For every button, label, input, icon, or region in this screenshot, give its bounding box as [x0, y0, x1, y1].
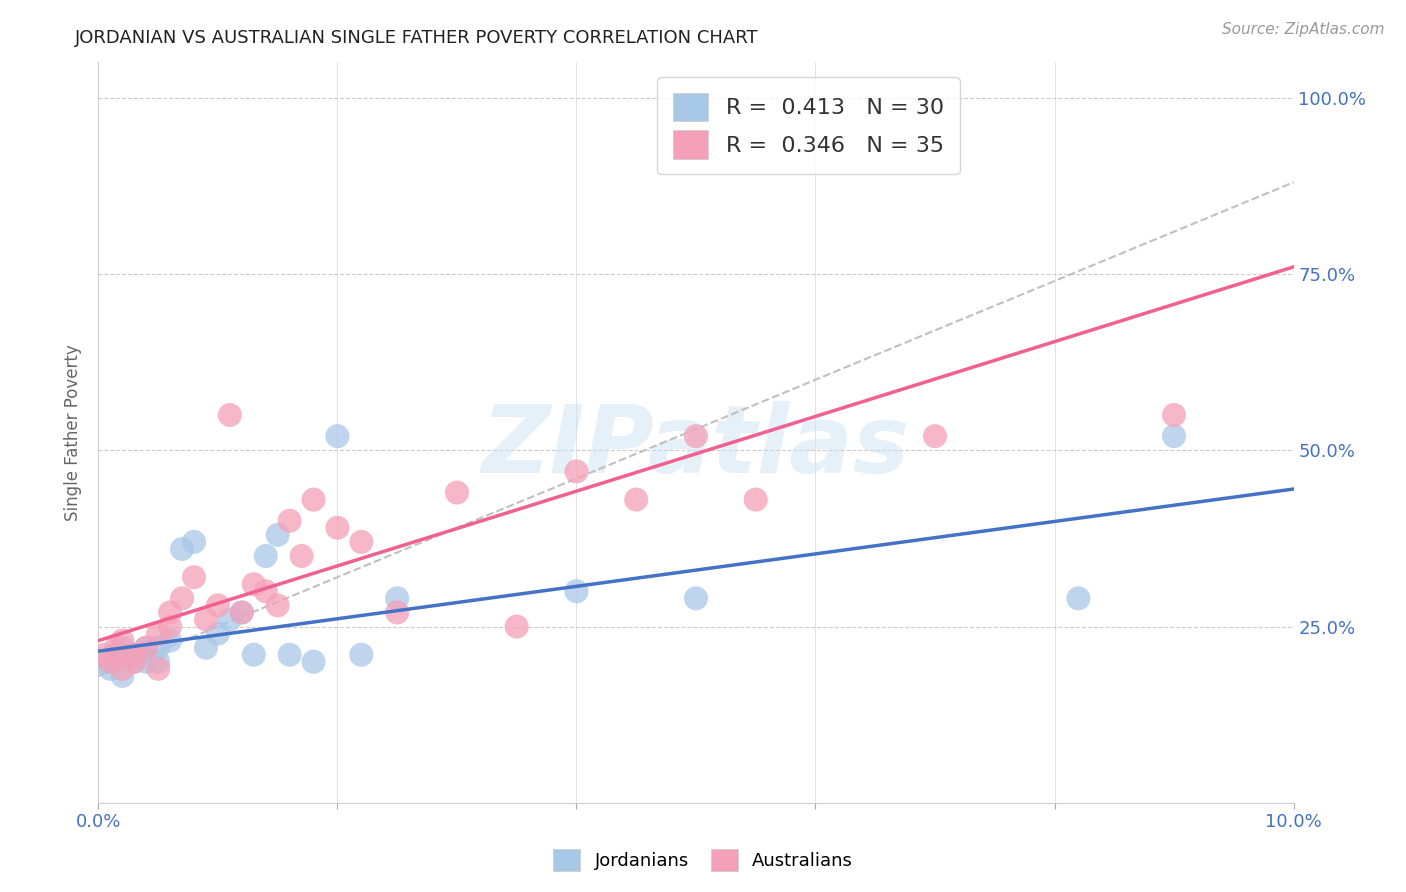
Point	[105, 648, 128, 662]
Point	[278, 648, 301, 662]
Point	[183, 535, 205, 549]
Point	[135, 640, 157, 655]
Point	[148, 662, 170, 676]
Point	[98, 662, 122, 676]
Point	[219, 612, 242, 626]
Point	[243, 577, 266, 591]
Point	[685, 591, 707, 606]
Point	[385, 606, 409, 620]
Point	[172, 591, 194, 606]
Point	[148, 640, 170, 655]
Point	[350, 648, 373, 662]
Point	[172, 541, 194, 556]
Point	[1067, 591, 1090, 606]
Point	[1163, 429, 1185, 443]
Text: Source: ZipAtlas.com: Source: ZipAtlas.com	[1222, 22, 1385, 37]
Point	[254, 549, 277, 563]
Point	[159, 633, 181, 648]
Point	[278, 514, 301, 528]
Point	[98, 655, 122, 669]
Point	[124, 655, 146, 669]
Point	[159, 606, 181, 620]
Text: ZIPatlas: ZIPatlas	[482, 401, 910, 493]
Legend: R =  0.413   N = 30, R =  0.346   N = 35: R = 0.413 N = 30, R = 0.346 N = 35	[657, 78, 960, 174]
Point	[124, 655, 146, 669]
Point	[291, 549, 314, 563]
Point	[219, 408, 242, 422]
Point	[135, 655, 157, 669]
Point	[326, 521, 349, 535]
Point	[159, 619, 181, 633]
Point	[685, 429, 707, 443]
Point	[124, 648, 146, 662]
Point	[267, 599, 290, 613]
Point	[195, 640, 218, 655]
Point	[124, 648, 146, 662]
Point	[148, 655, 170, 669]
Point	[183, 570, 205, 584]
Point	[565, 464, 588, 478]
Point	[745, 492, 768, 507]
Point	[111, 640, 134, 655]
Point	[924, 429, 946, 443]
Point	[105, 640, 128, 655]
Point	[231, 606, 253, 620]
Point	[326, 429, 349, 443]
Point	[565, 584, 588, 599]
Point	[93, 648, 115, 662]
Point	[135, 640, 157, 655]
Point	[302, 655, 325, 669]
Point	[111, 633, 134, 648]
Point	[111, 669, 134, 683]
Point	[207, 599, 229, 613]
Point	[302, 492, 325, 507]
Legend: Jordanians, Australians: Jordanians, Australians	[546, 842, 860, 879]
Y-axis label: Single Father Poverty: Single Father Poverty	[65, 344, 83, 521]
Point	[254, 584, 277, 599]
Point	[446, 485, 468, 500]
Point	[1163, 408, 1185, 422]
Point	[148, 626, 170, 640]
Point	[231, 606, 253, 620]
Point	[350, 535, 373, 549]
Point	[93, 655, 115, 669]
Point	[506, 619, 529, 633]
Point	[626, 492, 648, 507]
Text: JORDANIAN VS AUSTRALIAN SINGLE FATHER POVERTY CORRELATION CHART: JORDANIAN VS AUSTRALIAN SINGLE FATHER PO…	[75, 29, 758, 47]
Point	[111, 662, 134, 676]
Point	[195, 612, 218, 626]
Point	[207, 626, 229, 640]
Point	[243, 648, 266, 662]
Point	[267, 528, 290, 542]
Point	[385, 591, 409, 606]
